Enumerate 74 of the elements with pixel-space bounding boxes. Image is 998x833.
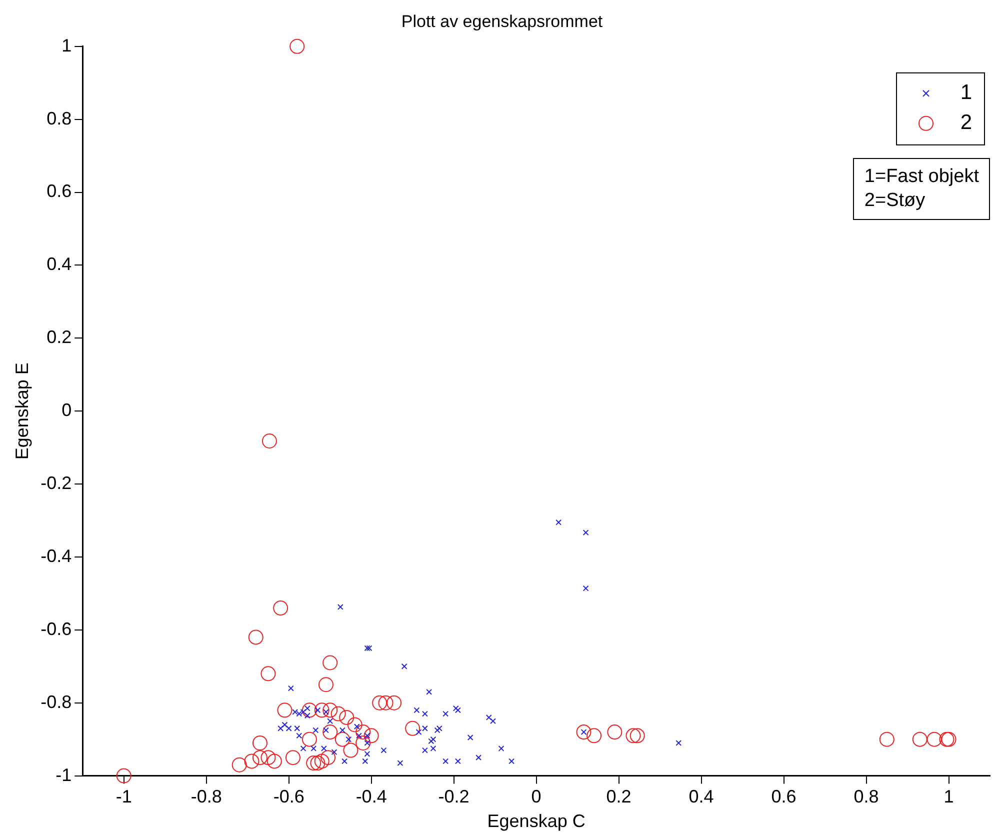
point [262, 434, 277, 449]
point [290, 38, 305, 54]
point [607, 724, 622, 740]
y-tick-label: 0.6 [46, 181, 72, 202]
legend-label: 2 [960, 111, 972, 134]
point [356, 724, 371, 740]
point [248, 630, 264, 645]
point [372, 695, 388, 710]
y-tick-label: 0.8 [46, 108, 72, 128]
point [322, 655, 338, 670]
point [277, 702, 292, 718]
point [322, 702, 338, 718]
point [260, 750, 276, 766]
y-axis-title: Egenskap E [12, 362, 32, 460]
point [339, 710, 354, 725]
x-tick-label: 1 [944, 786, 954, 807]
point [314, 702, 330, 718]
point [386, 695, 402, 710]
point [302, 702, 317, 718]
point [912, 732, 928, 747]
x-tick-label: -0.2 [438, 786, 470, 807]
x-tick-label: 0.2 [606, 786, 632, 807]
annotation: 2=Støy [864, 189, 926, 213]
point [626, 728, 641, 744]
legend-label: 1 [960, 81, 972, 104]
y-tick-label: -0.4 [40, 546, 72, 566]
x-tick-label: -0.4 [356, 786, 387, 807]
x-tick-label: 0.4 [688, 786, 714, 807]
point [273, 600, 288, 616]
x-tick-label: -1 [116, 786, 132, 807]
point [260, 666, 276, 682]
point [266, 754, 282, 769]
y-tick-label: -0.6 [40, 618, 72, 639]
point [232, 757, 247, 772]
y-tick-label: 0.2 [46, 327, 72, 348]
point [926, 732, 942, 747]
point [347, 717, 362, 732]
point [879, 732, 894, 747]
point [285, 750, 300, 766]
point [364, 728, 379, 744]
annotation: 1=Fast objekt [864, 165, 979, 189]
point [252, 750, 268, 766]
point [378, 695, 394, 710]
point [252, 735, 268, 750]
point [322, 724, 338, 740]
point [116, 768, 132, 784]
y-tick-label: 0 [62, 400, 72, 420]
point [576, 724, 592, 740]
point [334, 732, 350, 747]
point [302, 732, 317, 747]
point [356, 735, 371, 750]
x-tick-label: -0.6 [273, 786, 304, 807]
point [318, 677, 334, 692]
y-tick-label: -1 [56, 764, 72, 785]
y-tick-label: 0.4 [46, 254, 72, 274]
point [586, 728, 602, 744]
point [630, 728, 645, 744]
point [244, 754, 260, 769]
x-tick-label: -0.8 [190, 786, 222, 807]
point [314, 754, 330, 769]
point [343, 742, 358, 758]
x-tick-label: 0.6 [771, 786, 796, 807]
x-axis-title: Egenskap C [487, 811, 586, 832]
point [405, 720, 420, 736]
x-tick-label: 0.8 [854, 786, 879, 807]
point [330, 706, 346, 722]
y-tick-label: 1 [62, 35, 72, 56]
y-tick-label: -0.8 [40, 692, 72, 712]
chart-title: Plott av egenskapsrommet [401, 12, 603, 31]
point [306, 756, 322, 771]
point [310, 756, 326, 771]
y-tick-label: -0.2 [40, 473, 72, 494]
x-tick-label: 0 [531, 786, 542, 807]
point [320, 750, 336, 766]
